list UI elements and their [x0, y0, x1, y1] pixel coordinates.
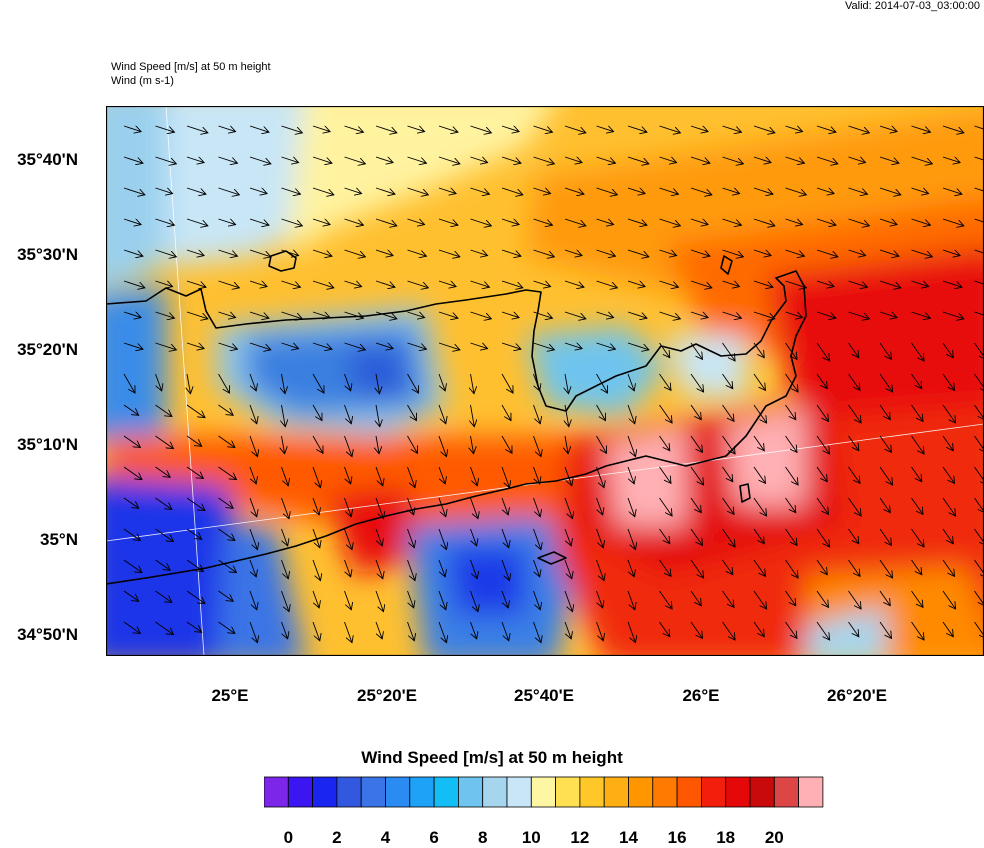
colorbar-swatch — [726, 777, 750, 807]
lat-label-35-20: 35°20'N — [0, 340, 78, 360]
colorbar-swatch — [774, 777, 798, 807]
lon-label-26: 26°E — [641, 686, 761, 706]
lon-label-25: 25°E — [170, 686, 290, 706]
colorbar-label: 4 — [366, 828, 406, 848]
colorbar-swatch — [264, 777, 288, 807]
colorbar-swatch — [288, 777, 312, 807]
colorbar-label: 2 — [317, 828, 357, 848]
wind-speed-map — [106, 106, 984, 656]
colorbar-swatch — [386, 777, 410, 807]
field-title: Wind Speed [m/s] at 50 m height — [111, 61, 271, 74]
colorbar-label: 12 — [560, 828, 600, 848]
colorbar-swatch — [410, 777, 434, 807]
vector-title: Wind (m s-1) — [111, 75, 174, 88]
lon-label-25-40: 25°40'E — [484, 686, 604, 706]
colorbar-label: 8 — [463, 828, 503, 848]
lat-label-35-10: 35°10'N — [0, 435, 78, 455]
colorbar-swatch — [483, 777, 507, 807]
colorbar-swatch — [434, 777, 458, 807]
lat-label-35: 35°N — [0, 530, 78, 550]
colorbar-swatch — [677, 777, 701, 807]
lat-label-35-30: 35°30'N — [0, 245, 78, 265]
colorbar-swatch — [580, 777, 604, 807]
colorbar-swatch — [531, 777, 555, 807]
colorbar-swatch — [313, 777, 337, 807]
valid-time: Valid: 2014-07-03_03:00:00 — [845, 0, 980, 12]
colorbar-swatch — [361, 777, 385, 807]
colorbar-label: 0 — [268, 828, 308, 848]
lon-label-25-20: 25°20'E — [327, 686, 447, 706]
colorbar-swatch — [653, 777, 677, 807]
colorbar-swatch — [750, 777, 774, 807]
colorbar-swatch — [337, 777, 361, 807]
colorbar-label: 6 — [414, 828, 454, 848]
lat-label-34-50: 34°50'N — [0, 625, 78, 645]
colorbar-label: 10 — [511, 828, 551, 848]
colorbar — [264, 776, 825, 808]
colorbar-title: Wind Speed [m/s] at 50 m height — [0, 748, 984, 768]
colorbar-swatch — [629, 777, 653, 807]
colorbar-swatch — [556, 777, 580, 807]
colorbar-swatch — [604, 777, 628, 807]
colorbar-swatch — [701, 777, 725, 807]
colorbar-label: 18 — [706, 828, 746, 848]
colorbar-label: 20 — [754, 828, 794, 848]
lon-label-26-20: 26°20'E — [797, 686, 917, 706]
colorbar-swatch — [799, 777, 823, 807]
colorbar-swatch — [507, 777, 531, 807]
colorbar-swatch — [458, 777, 482, 807]
colorbar-label: 16 — [657, 828, 697, 848]
lat-label-35-40: 35°40'N — [0, 150, 78, 170]
colorbar-label: 14 — [609, 828, 649, 848]
